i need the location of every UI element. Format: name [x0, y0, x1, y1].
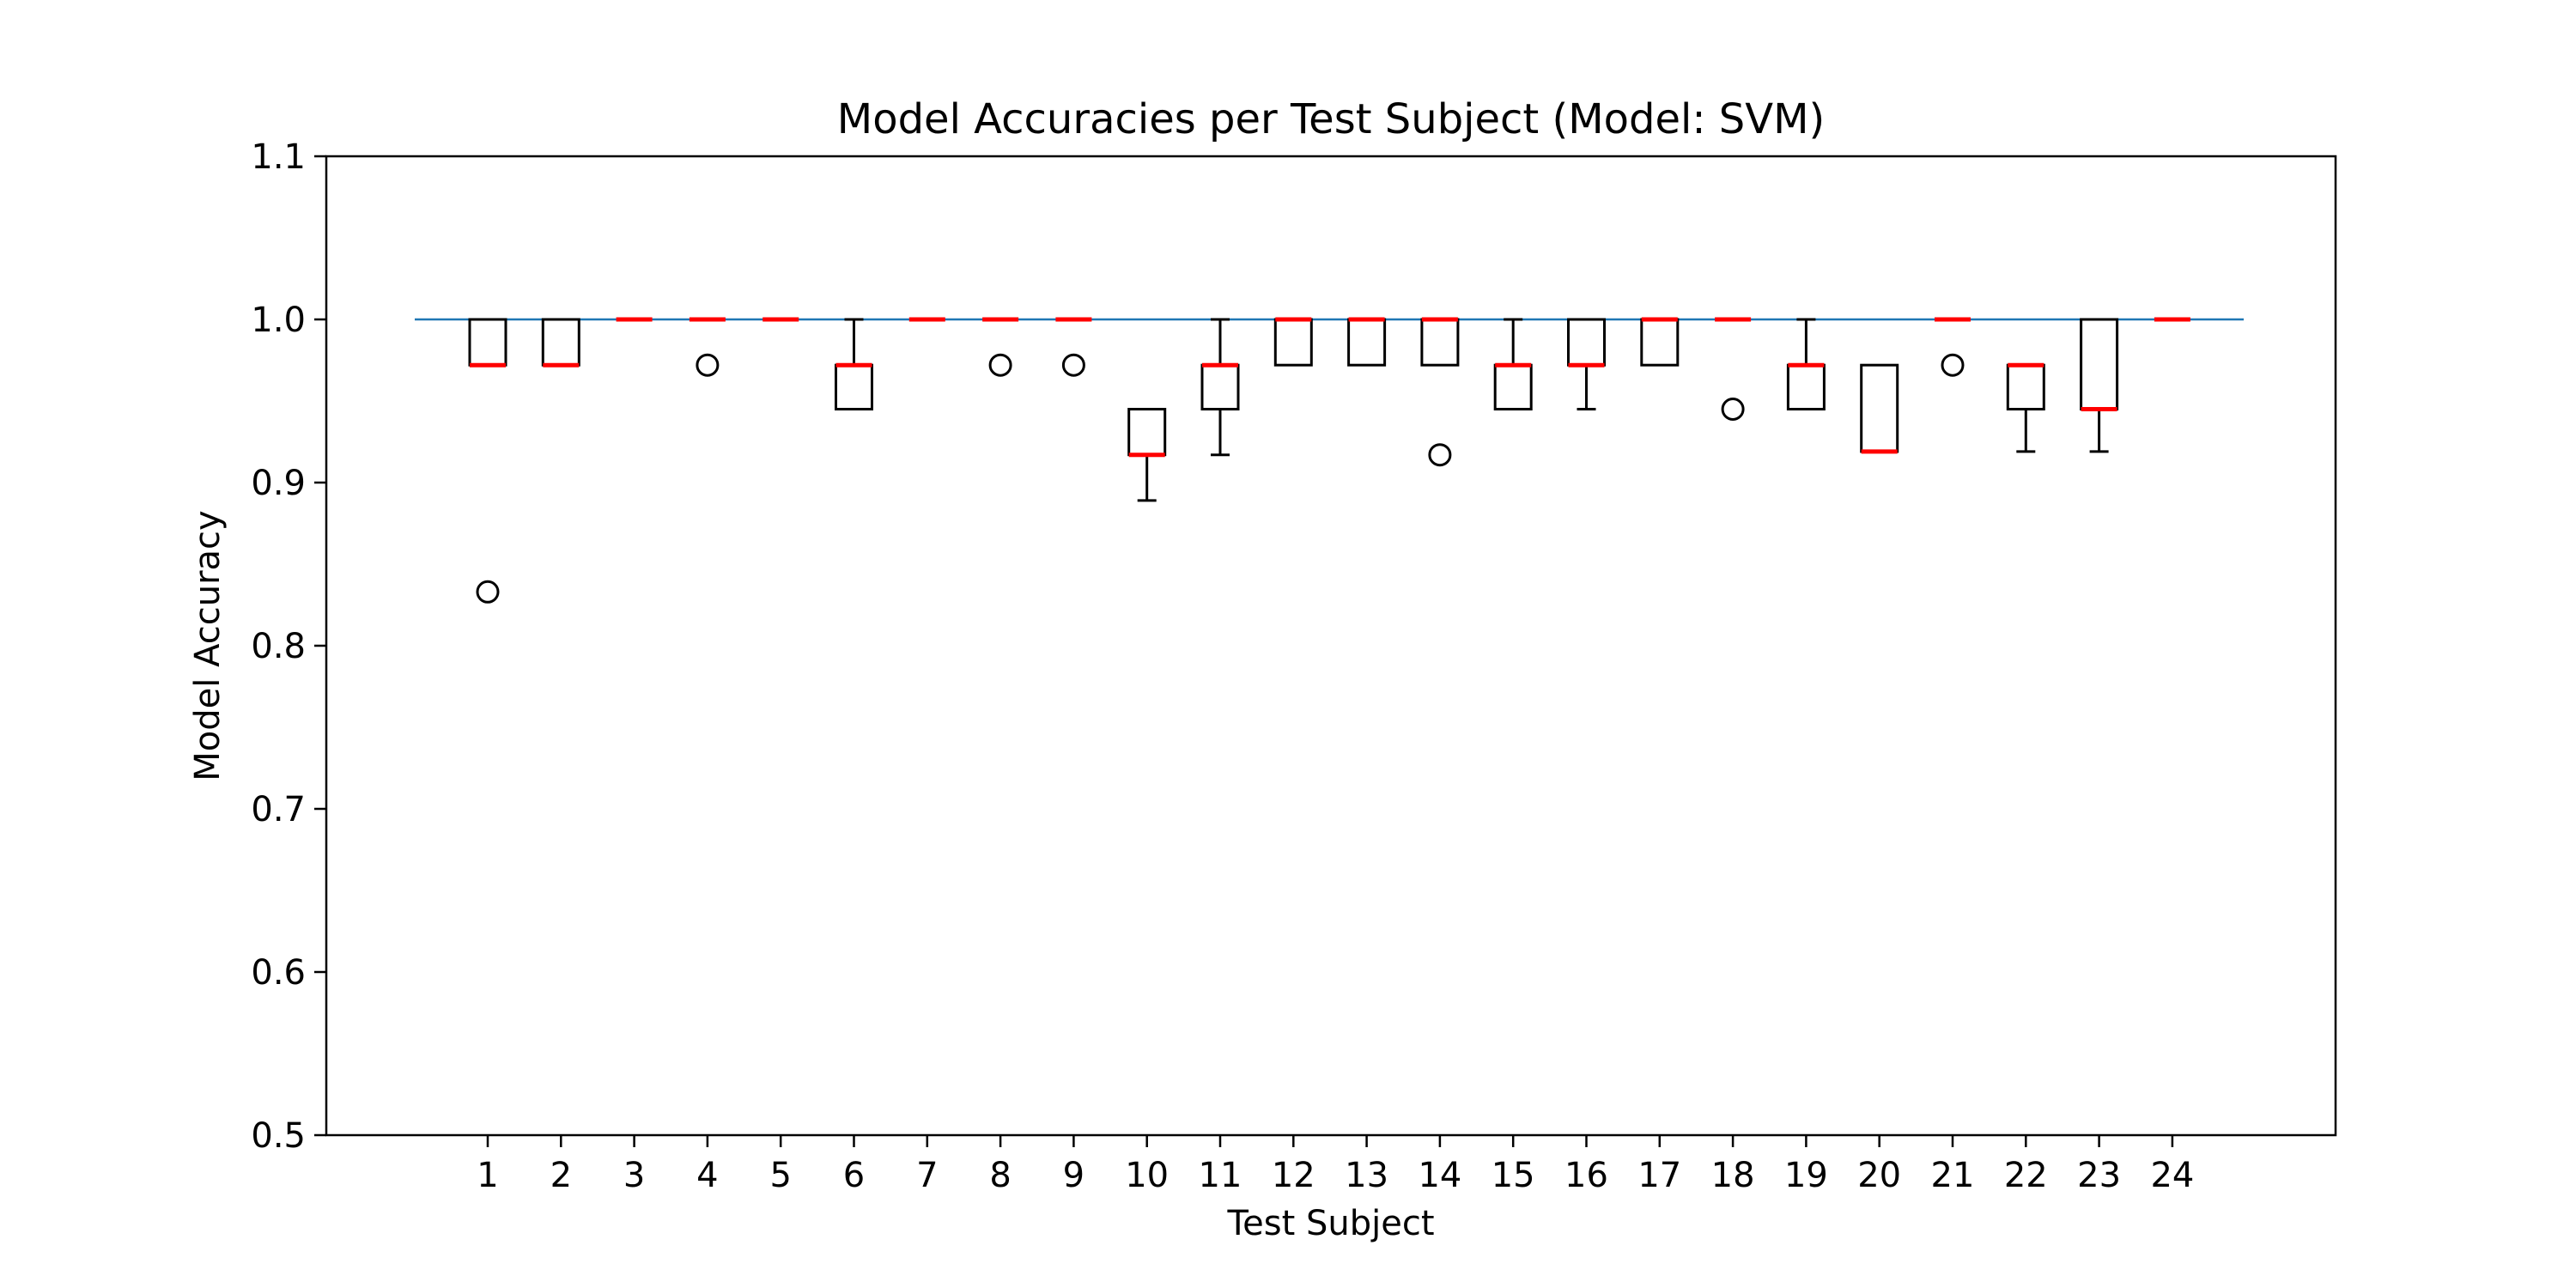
outlier-point: [476, 580, 500, 604]
box-subject-16: [1567, 318, 1606, 410]
box-subject-21: [1935, 317, 1971, 377]
box-subject-19: [1786, 318, 1826, 411]
x-tick-label: 8: [989, 1156, 1011, 1195]
x-tick-label: 5: [769, 1156, 791, 1195]
x-tick-label: 12: [1272, 1156, 1315, 1195]
box-subject-23: [2080, 318, 2119, 453]
x-tick-label: 21: [1931, 1156, 1975, 1195]
x-tick-label: 14: [1418, 1156, 1461, 1195]
outlier-point: [988, 353, 1012, 377]
box-subject-20: [1860, 363, 1899, 454]
y-tick-label: 1.0: [251, 301, 306, 340]
box-subject-18: [1715, 317, 1752, 421]
x-axis-label: Test Subject: [1226, 1204, 1434, 1243]
y-tick-label: 0.9: [251, 464, 306, 503]
x-tick-label: 7: [916, 1156, 938, 1195]
x-tick-label: 13: [1345, 1156, 1388, 1195]
x-tick-label: 22: [2004, 1156, 2048, 1195]
x-tick-label: 19: [1784, 1156, 1828, 1195]
box-subject-12: [1273, 317, 1313, 367]
box-subject-13: [1347, 317, 1387, 367]
box-subject-6: [835, 318, 873, 411]
y-tick-label: 0.5: [251, 1116, 306, 1156]
y-axis: 0.5 0.6 0.7 0.8 0.9 1.0 1.1: [251, 137, 326, 1156]
box-subject-17: [1640, 317, 1680, 367]
x-tick-label: 15: [1492, 1156, 1535, 1195]
x-tick-label: 3: [623, 1156, 645, 1195]
box-subject-2: [541, 318, 580, 368]
x-tick-label: 9: [1063, 1156, 1084, 1195]
box-subject-9: [1055, 317, 1092, 377]
x-tick-label: 17: [1637, 1156, 1681, 1195]
box-subject-11: [1200, 318, 1240, 457]
outlier-point: [1428, 443, 1452, 467]
y-tick-label: 1.1: [251, 137, 306, 177]
x-tick-label: 20: [1857, 1156, 1901, 1195]
x-tick-label: 4: [696, 1156, 718, 1195]
box-subject-15: [1493, 318, 1533, 411]
x-axis: 1 2 3 4 5 6 7 8 9 10 11 12 13 14 15 16 17 18 19 20 21 22 23 24: [477, 1135, 2194, 1195]
box-subject-1: [468, 318, 507, 604]
y-axis-label: Model Accuracy: [188, 510, 228, 781]
box-subject-10: [1127, 408, 1167, 502]
y-tick-label: 0.7: [251, 790, 306, 829]
chart-title: Model Accuracies per Test Subject (Model…: [837, 95, 1825, 143]
box-subject-8: [982, 317, 1019, 377]
x-tick-label: 11: [1199, 1156, 1242, 1195]
x-tick-label: 18: [1711, 1156, 1755, 1195]
plot-area: [415, 317, 2244, 604]
box-subject-22: [2006, 362, 2045, 453]
box-subject-14: [1420, 317, 1460, 467]
x-tick-label: 23: [2077, 1156, 2121, 1195]
outlier-point: [1061, 353, 1085, 377]
outlier-point: [696, 353, 720, 377]
outlier-point: [1941, 353, 1965, 377]
outlier-point: [1721, 398, 1745, 421]
x-tick-label: 1: [477, 1156, 498, 1195]
y-tick-label: 0.8: [251, 627, 306, 666]
x-tick-label: 24: [2150, 1156, 2194, 1195]
x-tick-label: 6: [843, 1156, 865, 1195]
x-tick-label: 16: [1564, 1156, 1608, 1195]
box-subject-4: [689, 317, 726, 377]
y-tick-label: 0.6: [251, 953, 306, 993]
x-tick-label: 10: [1125, 1156, 1169, 1195]
x-tick-label: 2: [550, 1156, 572, 1195]
